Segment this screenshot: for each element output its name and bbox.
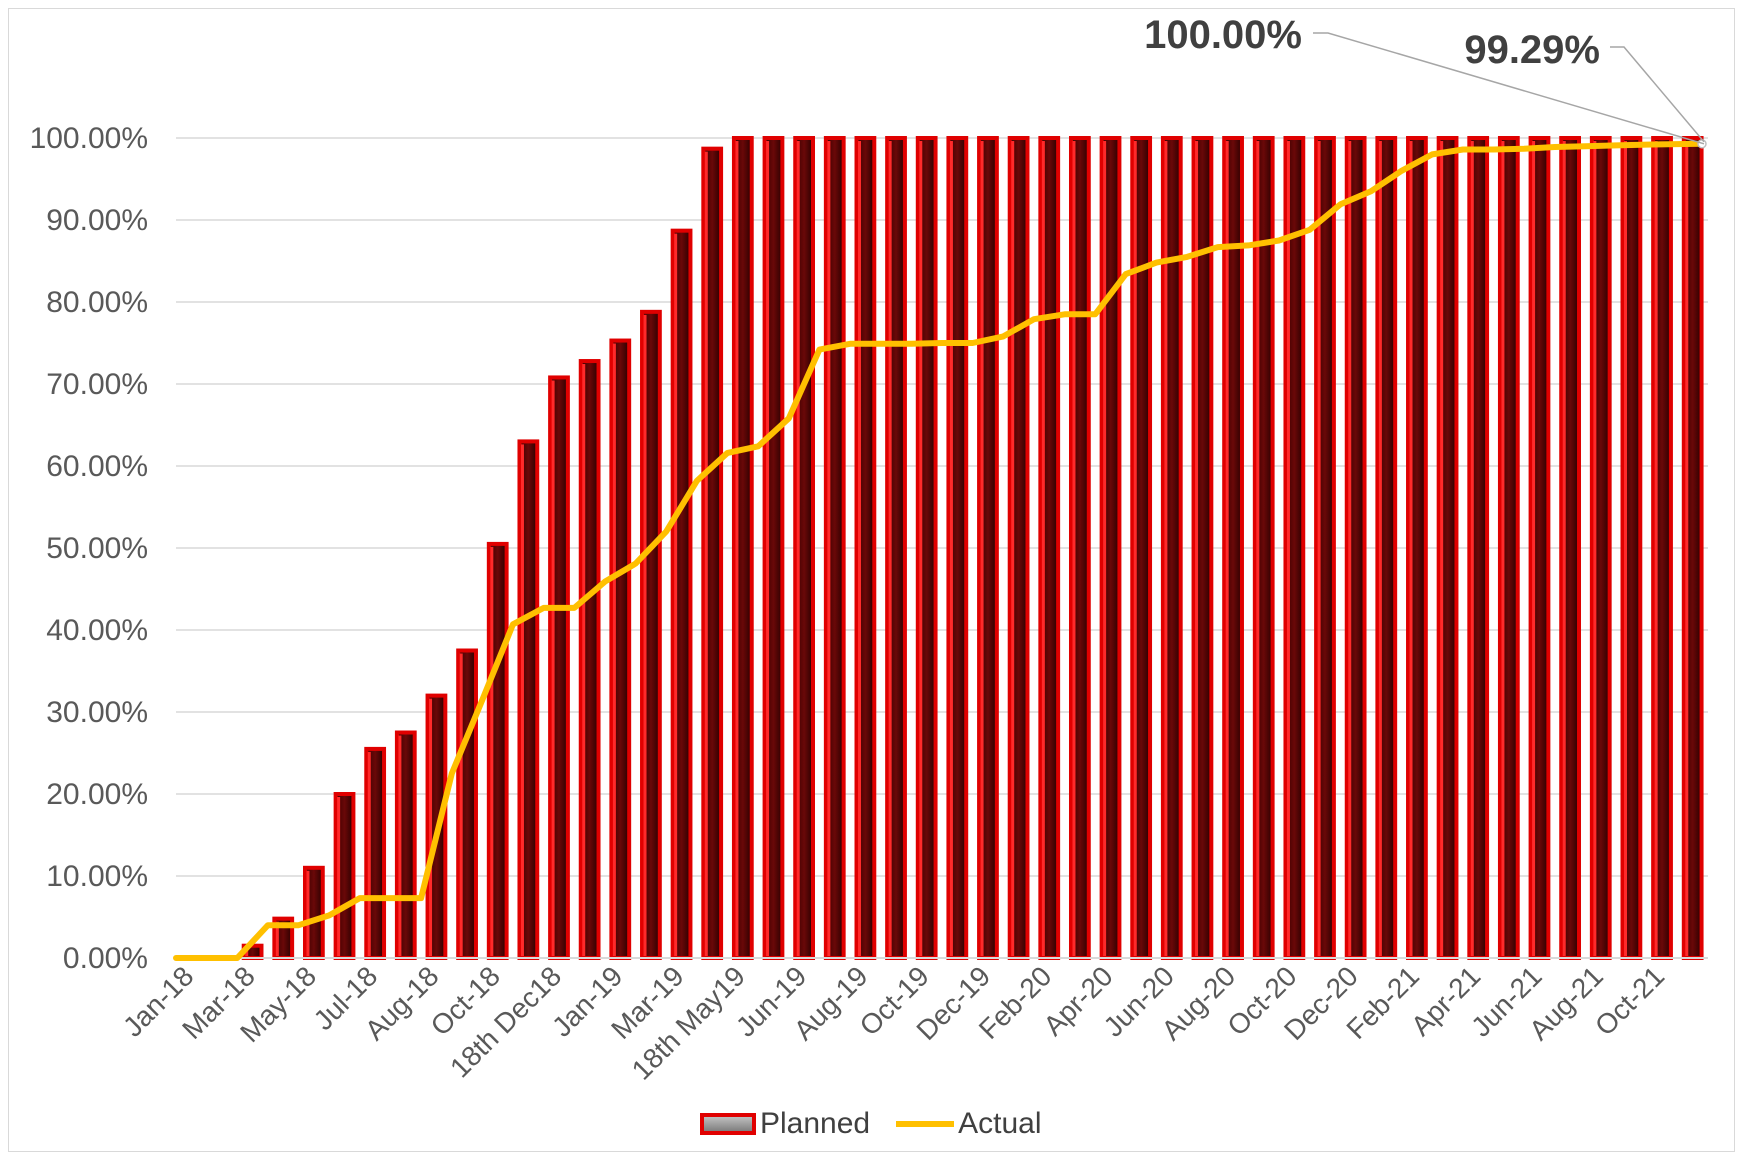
planned-bar	[1222, 136, 1244, 960]
x-axis: Jan-18Mar-18May-18Jul-18Aug-18Oct-1818th…	[117, 957, 1708, 1086]
y-tick-label: 40.00%	[46, 614, 148, 647]
planned-bar	[915, 136, 938, 960]
planned-bar	[609, 338, 632, 961]
planned-bar	[640, 309, 662, 960]
planned-bar	[731, 136, 754, 960]
planned-bar	[977, 136, 999, 960]
planned-bar	[1283, 136, 1306, 960]
planned-bar	[364, 746, 387, 961]
y-axis: 0.00% 10.00% 20.00% 30.00% 40.00% 50.00% 60.00…	[30, 122, 148, 975]
callout-actual-leader	[1610, 46, 1705, 143]
planned-bar	[333, 792, 356, 960]
y-tick-label: 0.00%	[63, 942, 148, 975]
legend-label-actual: Actual	[958, 1107, 1042, 1140]
planned-bar	[548, 375, 570, 960]
planned-bar	[1314, 136, 1336, 960]
planned-bar	[1191, 136, 1214, 960]
planned-bar	[1528, 136, 1551, 960]
planned-bar	[486, 541, 509, 961]
y-tick-label: 100.00%	[30, 122, 148, 155]
y-tick-label: 20.00%	[46, 778, 148, 811]
planned-swatch	[700, 1113, 756, 1135]
planned-bar	[1252, 136, 1275, 960]
y-tick-label: 30.00%	[46, 696, 148, 729]
legend-item-actual: Actual	[896, 1107, 1042, 1141]
planned-bar	[1589, 136, 1612, 960]
y-tick-label: 10.00%	[46, 860, 148, 893]
callout-actual-label: 99.29%	[1464, 28, 1600, 72]
planned-bar	[1038, 136, 1061, 960]
planned-bar	[1681, 136, 1704, 960]
planned-bar	[302, 865, 325, 960]
legend-item-planned: Planned	[700, 1107, 870, 1141]
planned-bar	[1406, 136, 1428, 960]
callouts: 100.00% 99.29%	[1144, 13, 1705, 145]
planned-bar	[1099, 136, 1122, 960]
planned-bar	[456, 648, 478, 960]
actual-series-line	[173, 140, 1705, 961]
legend: Planned Actual	[700, 1107, 1068, 1141]
planned-bar	[1007, 136, 1030, 960]
callout-planned-label: 100.00%	[1144, 13, 1302, 57]
planned-bar	[1436, 136, 1459, 960]
callout-planned-leader	[1313, 32, 1705, 145]
planned-bar	[793, 136, 816, 960]
planned-bar	[1467, 136, 1490, 960]
y-tick-label: 50.00%	[46, 532, 148, 565]
y-tick-label: 90.00%	[46, 204, 148, 237]
planned-bar	[1559, 136, 1582, 960]
actual-swatch	[896, 1121, 955, 1127]
planned-bar	[517, 439, 540, 960]
planned-bar	[885, 136, 907, 960]
planned-bar	[854, 136, 877, 960]
planned-bar	[1620, 136, 1643, 960]
planned-bar	[1651, 136, 1673, 960]
legend-label-planned: Planned	[760, 1107, 871, 1140]
planned-bar	[1375, 136, 1398, 960]
y-tick-label: 60.00%	[46, 450, 148, 483]
y-tick-label: 70.00%	[46, 368, 148, 401]
x-tick-label: Oct-21	[1589, 960, 1670, 1041]
planned-bar	[946, 136, 969, 960]
planned-bar	[1068, 136, 1091, 960]
planned-bar	[823, 136, 846, 960]
planned-bar	[394, 730, 417, 960]
planned-bar	[762, 136, 785, 960]
planned-bar	[1344, 136, 1367, 960]
y-tick-label: 80.00%	[46, 286, 148, 319]
planned-bar	[578, 359, 601, 961]
planned-bar	[670, 228, 693, 961]
planned-bar	[1497, 136, 1520, 960]
planned-bar	[1130, 136, 1153, 960]
planned-bar	[701, 146, 724, 961]
